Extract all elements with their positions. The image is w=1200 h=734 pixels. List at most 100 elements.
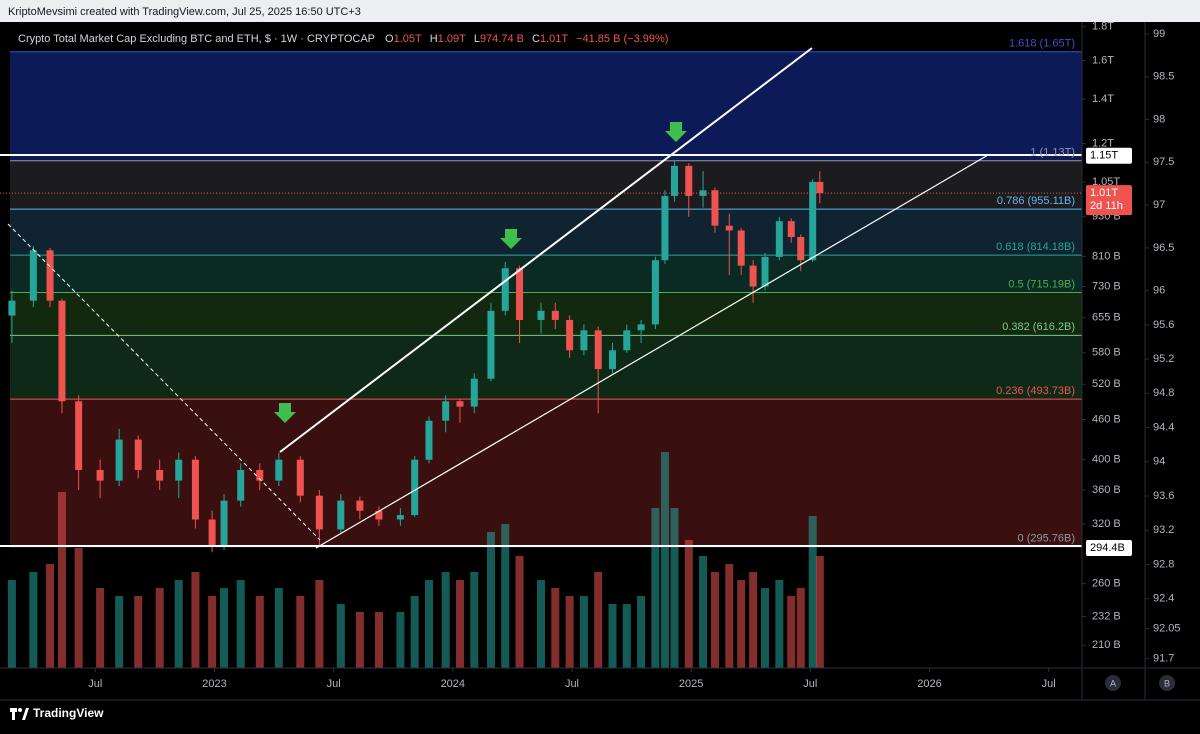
y-tick-label: 260 B bbox=[1092, 578, 1121, 590]
fib-labels: 1.618 (1.65T) 1 (1.13T) 0.786 (955.11B) 0.6… bbox=[996, 38, 1075, 545]
y-tick-label: 1.8T bbox=[1092, 21, 1114, 33]
body bbox=[516, 268, 524, 320]
body bbox=[8, 300, 16, 316]
body bbox=[737, 230, 745, 266]
y2-tick-label: 95.6 bbox=[1153, 319, 1174, 331]
y-tick-label: 232 B bbox=[1092, 610, 1121, 622]
volume-bar bbox=[155, 588, 164, 668]
axis-button[interactable] bbox=[1105, 675, 1121, 691]
body bbox=[220, 500, 228, 546]
y-tick-label: 1.4T bbox=[1092, 93, 1114, 105]
volume-bar bbox=[220, 588, 229, 668]
body bbox=[375, 510, 383, 520]
volume-bar bbox=[787, 596, 796, 668]
credit-bar bbox=[0, 0, 1200, 22]
body bbox=[134, 439, 142, 470]
volume-bar bbox=[749, 572, 758, 668]
volume-bar bbox=[134, 596, 143, 668]
body bbox=[580, 330, 588, 351]
volume-bar bbox=[725, 564, 734, 668]
volume-bar bbox=[255, 596, 264, 668]
fib-bands bbox=[10, 51, 1082, 548]
y2-tick-label: 93.6 bbox=[1153, 490, 1174, 502]
body bbox=[425, 420, 433, 460]
ohlc-change: −41.85 B (−3.99%) bbox=[576, 33, 668, 45]
axis-button[interactable] bbox=[1159, 675, 1175, 691]
volume-bar bbox=[315, 580, 324, 668]
body bbox=[551, 310, 559, 320]
fib-label: 0.5 (715.19B) bbox=[1008, 278, 1075, 290]
logo-part bbox=[22, 708, 29, 720]
logo-part bbox=[18, 708, 22, 712]
volume-bar bbox=[7, 580, 16, 668]
price-badge bbox=[1086, 539, 1132, 556]
volume-bar bbox=[775, 580, 784, 668]
fib-label: 1.618 (1.65T) bbox=[1009, 38, 1075, 50]
y2-tick-label: 96 bbox=[1153, 285, 1165, 297]
volume-bar bbox=[594, 572, 603, 668]
ohlc-key: H bbox=[430, 33, 438, 45]
drawings bbox=[0, 47, 1082, 549]
y-tick-label: 400 B bbox=[1092, 454, 1121, 466]
volume-bar bbox=[236, 580, 245, 668]
y-tick-label: 655 B bbox=[1092, 312, 1121, 324]
body bbox=[537, 310, 545, 320]
x-tick-label: 2026 bbox=[917, 678, 941, 690]
body bbox=[623, 330, 631, 351]
x-tick-label: Jul bbox=[327, 678, 341, 690]
body bbox=[761, 256, 769, 287]
volume-bar bbox=[74, 548, 83, 668]
body bbox=[442, 401, 450, 421]
axis-button-label[interactable]: A bbox=[1110, 678, 1116, 688]
body bbox=[29, 250, 37, 301]
body bbox=[315, 495, 323, 530]
body bbox=[685, 165, 693, 196]
credit: KriptoMevsimi created with TradingView.c… bbox=[8, 6, 361, 18]
volume-bar bbox=[699, 556, 708, 668]
volume-bar bbox=[57, 492, 66, 668]
body bbox=[487, 310, 495, 379]
body bbox=[816, 181, 824, 194]
ohlc-key: C bbox=[532, 33, 540, 45]
volume-bar bbox=[670, 508, 679, 668]
body bbox=[356, 500, 364, 511]
y-tick-label: 520 B bbox=[1092, 378, 1121, 390]
y2-tick-label: 91.7 bbox=[1153, 652, 1174, 664]
volume-bar bbox=[608, 604, 617, 668]
y2-tick-label: 95.2 bbox=[1153, 353, 1174, 365]
axis-button-label[interactable]: B bbox=[1164, 678, 1170, 688]
y-tick-label: 320 B bbox=[1092, 518, 1121, 530]
fib-band bbox=[10, 209, 1082, 256]
fib-label: 0.618 (814.18B) bbox=[996, 241, 1075, 253]
volume-bar bbox=[174, 580, 183, 668]
volume-bar bbox=[424, 580, 433, 668]
volume bbox=[7, 452, 824, 668]
body bbox=[470, 378, 478, 407]
x-tick-label: 2024 bbox=[441, 678, 465, 690]
body bbox=[670, 165, 678, 196]
body bbox=[787, 221, 795, 238]
fib-band bbox=[10, 51, 1082, 161]
volume-bar bbox=[515, 556, 524, 668]
volume-bar bbox=[660, 452, 669, 668]
volume-bar bbox=[710, 572, 719, 668]
volume-bar bbox=[637, 596, 646, 668]
volume-bar bbox=[336, 604, 345, 668]
body bbox=[156, 469, 164, 481]
body bbox=[237, 469, 245, 501]
brand: TradingView bbox=[33, 706, 104, 720]
fib-band bbox=[10, 335, 1082, 400]
y-tick-label: 580 B bbox=[1092, 347, 1121, 359]
current-badge bbox=[1086, 185, 1132, 216]
volume-bar bbox=[815, 556, 824, 668]
volume-bar bbox=[565, 596, 574, 668]
body bbox=[275, 459, 283, 481]
body bbox=[256, 469, 264, 481]
y2-tick-label: 93.2 bbox=[1153, 524, 1174, 536]
body bbox=[775, 221, 783, 257]
volume-bar bbox=[684, 540, 693, 668]
channel-upper bbox=[279, 47, 813, 453]
y2-tick-label: 94 bbox=[1153, 456, 1165, 468]
